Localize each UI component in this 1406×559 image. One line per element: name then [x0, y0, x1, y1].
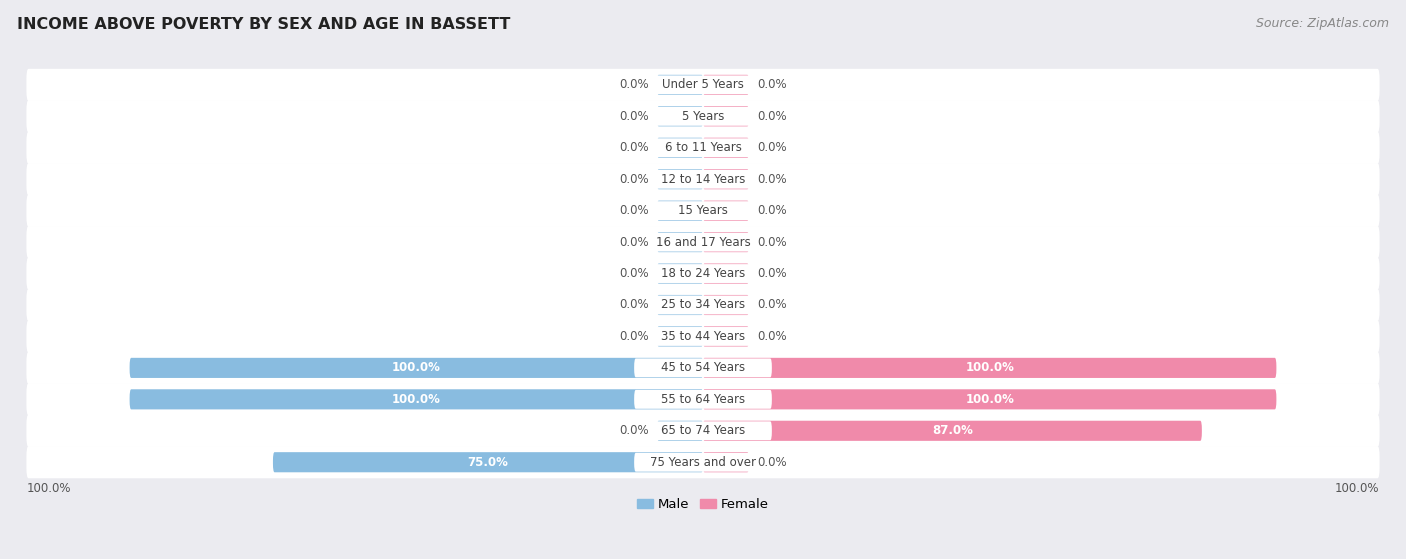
FancyBboxPatch shape — [27, 258, 1379, 290]
FancyBboxPatch shape — [27, 383, 1379, 415]
FancyBboxPatch shape — [27, 132, 1379, 164]
FancyBboxPatch shape — [703, 263, 749, 283]
FancyBboxPatch shape — [657, 138, 703, 158]
Text: 0.0%: 0.0% — [758, 141, 787, 154]
FancyBboxPatch shape — [27, 320, 1379, 353]
Text: 0.0%: 0.0% — [758, 173, 787, 186]
FancyBboxPatch shape — [27, 195, 1379, 227]
FancyBboxPatch shape — [703, 201, 749, 221]
FancyBboxPatch shape — [27, 69, 1379, 101]
FancyBboxPatch shape — [703, 295, 749, 315]
Text: 0.0%: 0.0% — [619, 173, 648, 186]
FancyBboxPatch shape — [634, 264, 772, 283]
Text: 15 Years: 15 Years — [678, 204, 728, 217]
FancyBboxPatch shape — [634, 296, 772, 314]
Text: 0.0%: 0.0% — [758, 330, 787, 343]
Text: 0.0%: 0.0% — [619, 330, 648, 343]
FancyBboxPatch shape — [634, 327, 772, 346]
Text: 5 Years: 5 Years — [682, 110, 724, 123]
Text: 0.0%: 0.0% — [758, 204, 787, 217]
FancyBboxPatch shape — [703, 169, 749, 190]
Legend: Male, Female: Male, Female — [631, 493, 775, 517]
FancyBboxPatch shape — [657, 421, 703, 441]
Text: Source: ZipAtlas.com: Source: ZipAtlas.com — [1256, 17, 1389, 30]
Text: 100.0%: 100.0% — [966, 361, 1014, 375]
FancyBboxPatch shape — [703, 452, 749, 472]
FancyBboxPatch shape — [657, 263, 703, 283]
Text: 0.0%: 0.0% — [619, 299, 648, 311]
FancyBboxPatch shape — [657, 169, 703, 190]
FancyBboxPatch shape — [129, 389, 703, 409]
Text: 75.0%: 75.0% — [468, 456, 509, 469]
Text: 65 to 74 Years: 65 to 74 Years — [661, 424, 745, 437]
Text: 75 Years and over: 75 Years and over — [650, 456, 756, 469]
FancyBboxPatch shape — [273, 452, 703, 472]
Text: 0.0%: 0.0% — [758, 235, 787, 249]
Text: 0.0%: 0.0% — [619, 110, 648, 123]
FancyBboxPatch shape — [27, 415, 1379, 447]
Text: 12 to 14 Years: 12 to 14 Years — [661, 173, 745, 186]
Text: 0.0%: 0.0% — [758, 78, 787, 91]
Text: 0.0%: 0.0% — [619, 204, 648, 217]
FancyBboxPatch shape — [703, 138, 749, 158]
Text: 0.0%: 0.0% — [619, 235, 648, 249]
FancyBboxPatch shape — [634, 390, 772, 409]
FancyBboxPatch shape — [634, 138, 772, 157]
Text: 0.0%: 0.0% — [619, 424, 648, 437]
Text: 18 to 24 Years: 18 to 24 Years — [661, 267, 745, 280]
FancyBboxPatch shape — [657, 75, 703, 95]
Text: 0.0%: 0.0% — [758, 267, 787, 280]
FancyBboxPatch shape — [27, 100, 1379, 132]
FancyBboxPatch shape — [657, 295, 703, 315]
Text: 0.0%: 0.0% — [758, 110, 787, 123]
Text: INCOME ABOVE POVERTY BY SEX AND AGE IN BASSETT: INCOME ABOVE POVERTY BY SEX AND AGE IN B… — [17, 17, 510, 32]
Text: 25 to 34 Years: 25 to 34 Years — [661, 299, 745, 311]
FancyBboxPatch shape — [27, 163, 1379, 195]
Text: 100.0%: 100.0% — [966, 393, 1014, 406]
FancyBboxPatch shape — [634, 107, 772, 126]
FancyBboxPatch shape — [657, 106, 703, 126]
Text: 100.0%: 100.0% — [392, 361, 440, 375]
Text: 0.0%: 0.0% — [758, 456, 787, 469]
Text: 35 to 44 Years: 35 to 44 Years — [661, 330, 745, 343]
FancyBboxPatch shape — [634, 358, 772, 377]
FancyBboxPatch shape — [703, 232, 749, 252]
FancyBboxPatch shape — [27, 352, 1379, 384]
FancyBboxPatch shape — [27, 446, 1379, 479]
FancyBboxPatch shape — [703, 106, 749, 126]
FancyBboxPatch shape — [634, 201, 772, 220]
Text: Under 5 Years: Under 5 Years — [662, 78, 744, 91]
FancyBboxPatch shape — [657, 232, 703, 252]
FancyBboxPatch shape — [657, 201, 703, 221]
FancyBboxPatch shape — [703, 358, 1277, 378]
Text: 0.0%: 0.0% — [619, 141, 648, 154]
FancyBboxPatch shape — [634, 75, 772, 94]
FancyBboxPatch shape — [129, 358, 703, 378]
Text: 100.0%: 100.0% — [392, 393, 440, 406]
Text: 0.0%: 0.0% — [619, 78, 648, 91]
FancyBboxPatch shape — [657, 326, 703, 347]
Text: 100.0%: 100.0% — [1336, 481, 1379, 495]
Text: 16 and 17 Years: 16 and 17 Years — [655, 235, 751, 249]
FancyBboxPatch shape — [27, 289, 1379, 321]
FancyBboxPatch shape — [703, 326, 749, 347]
FancyBboxPatch shape — [703, 421, 1202, 441]
Text: 87.0%: 87.0% — [932, 424, 973, 437]
FancyBboxPatch shape — [634, 421, 772, 440]
FancyBboxPatch shape — [27, 226, 1379, 258]
Text: 0.0%: 0.0% — [619, 267, 648, 280]
FancyBboxPatch shape — [703, 75, 749, 95]
FancyBboxPatch shape — [634, 170, 772, 188]
Text: 55 to 64 Years: 55 to 64 Years — [661, 393, 745, 406]
Text: 6 to 11 Years: 6 to 11 Years — [665, 141, 741, 154]
Text: 100.0%: 100.0% — [27, 481, 70, 495]
FancyBboxPatch shape — [703, 389, 1277, 409]
FancyBboxPatch shape — [634, 233, 772, 252]
Text: 0.0%: 0.0% — [758, 299, 787, 311]
FancyBboxPatch shape — [634, 453, 772, 472]
Text: 45 to 54 Years: 45 to 54 Years — [661, 361, 745, 375]
